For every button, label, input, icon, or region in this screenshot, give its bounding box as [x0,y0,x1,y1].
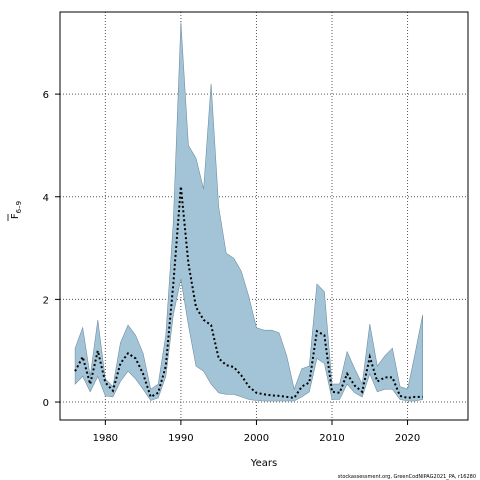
x-axis: 1980 1990 2000 2010 2020 [93,420,420,444]
estimate-line-layer [74,186,423,399]
estimate-line [74,186,423,399]
y-tick-label: 4 [43,193,49,204]
y-tick-label: 6 [43,90,49,101]
y-axis-label-sub: 6–9 [15,201,23,213]
confidence-band-layer [74,22,423,402]
y-axis-label-main: F [10,213,21,219]
y-tick-label: 2 [43,295,49,306]
y-axis-label: F6–9 [7,201,23,221]
x-axis-label: Years [250,458,277,469]
x-tick-label: 1980 [93,433,118,444]
plot-frame [59,11,469,421]
x-tick-label: 1990 [168,433,193,444]
footnote: stockassessment.org, GreenCodNIPAG2021_P… [338,474,476,480]
x-tick-label: 2000 [244,433,269,444]
x-tick-label: 2010 [319,433,344,444]
x-tick-label: 2020 [395,433,420,444]
y-axis: 0 2 4 6 [43,90,60,409]
svg-text:F6–9: F6–9 [10,201,23,219]
y-tick-label: 0 [43,398,49,409]
confidence-band [74,22,423,402]
